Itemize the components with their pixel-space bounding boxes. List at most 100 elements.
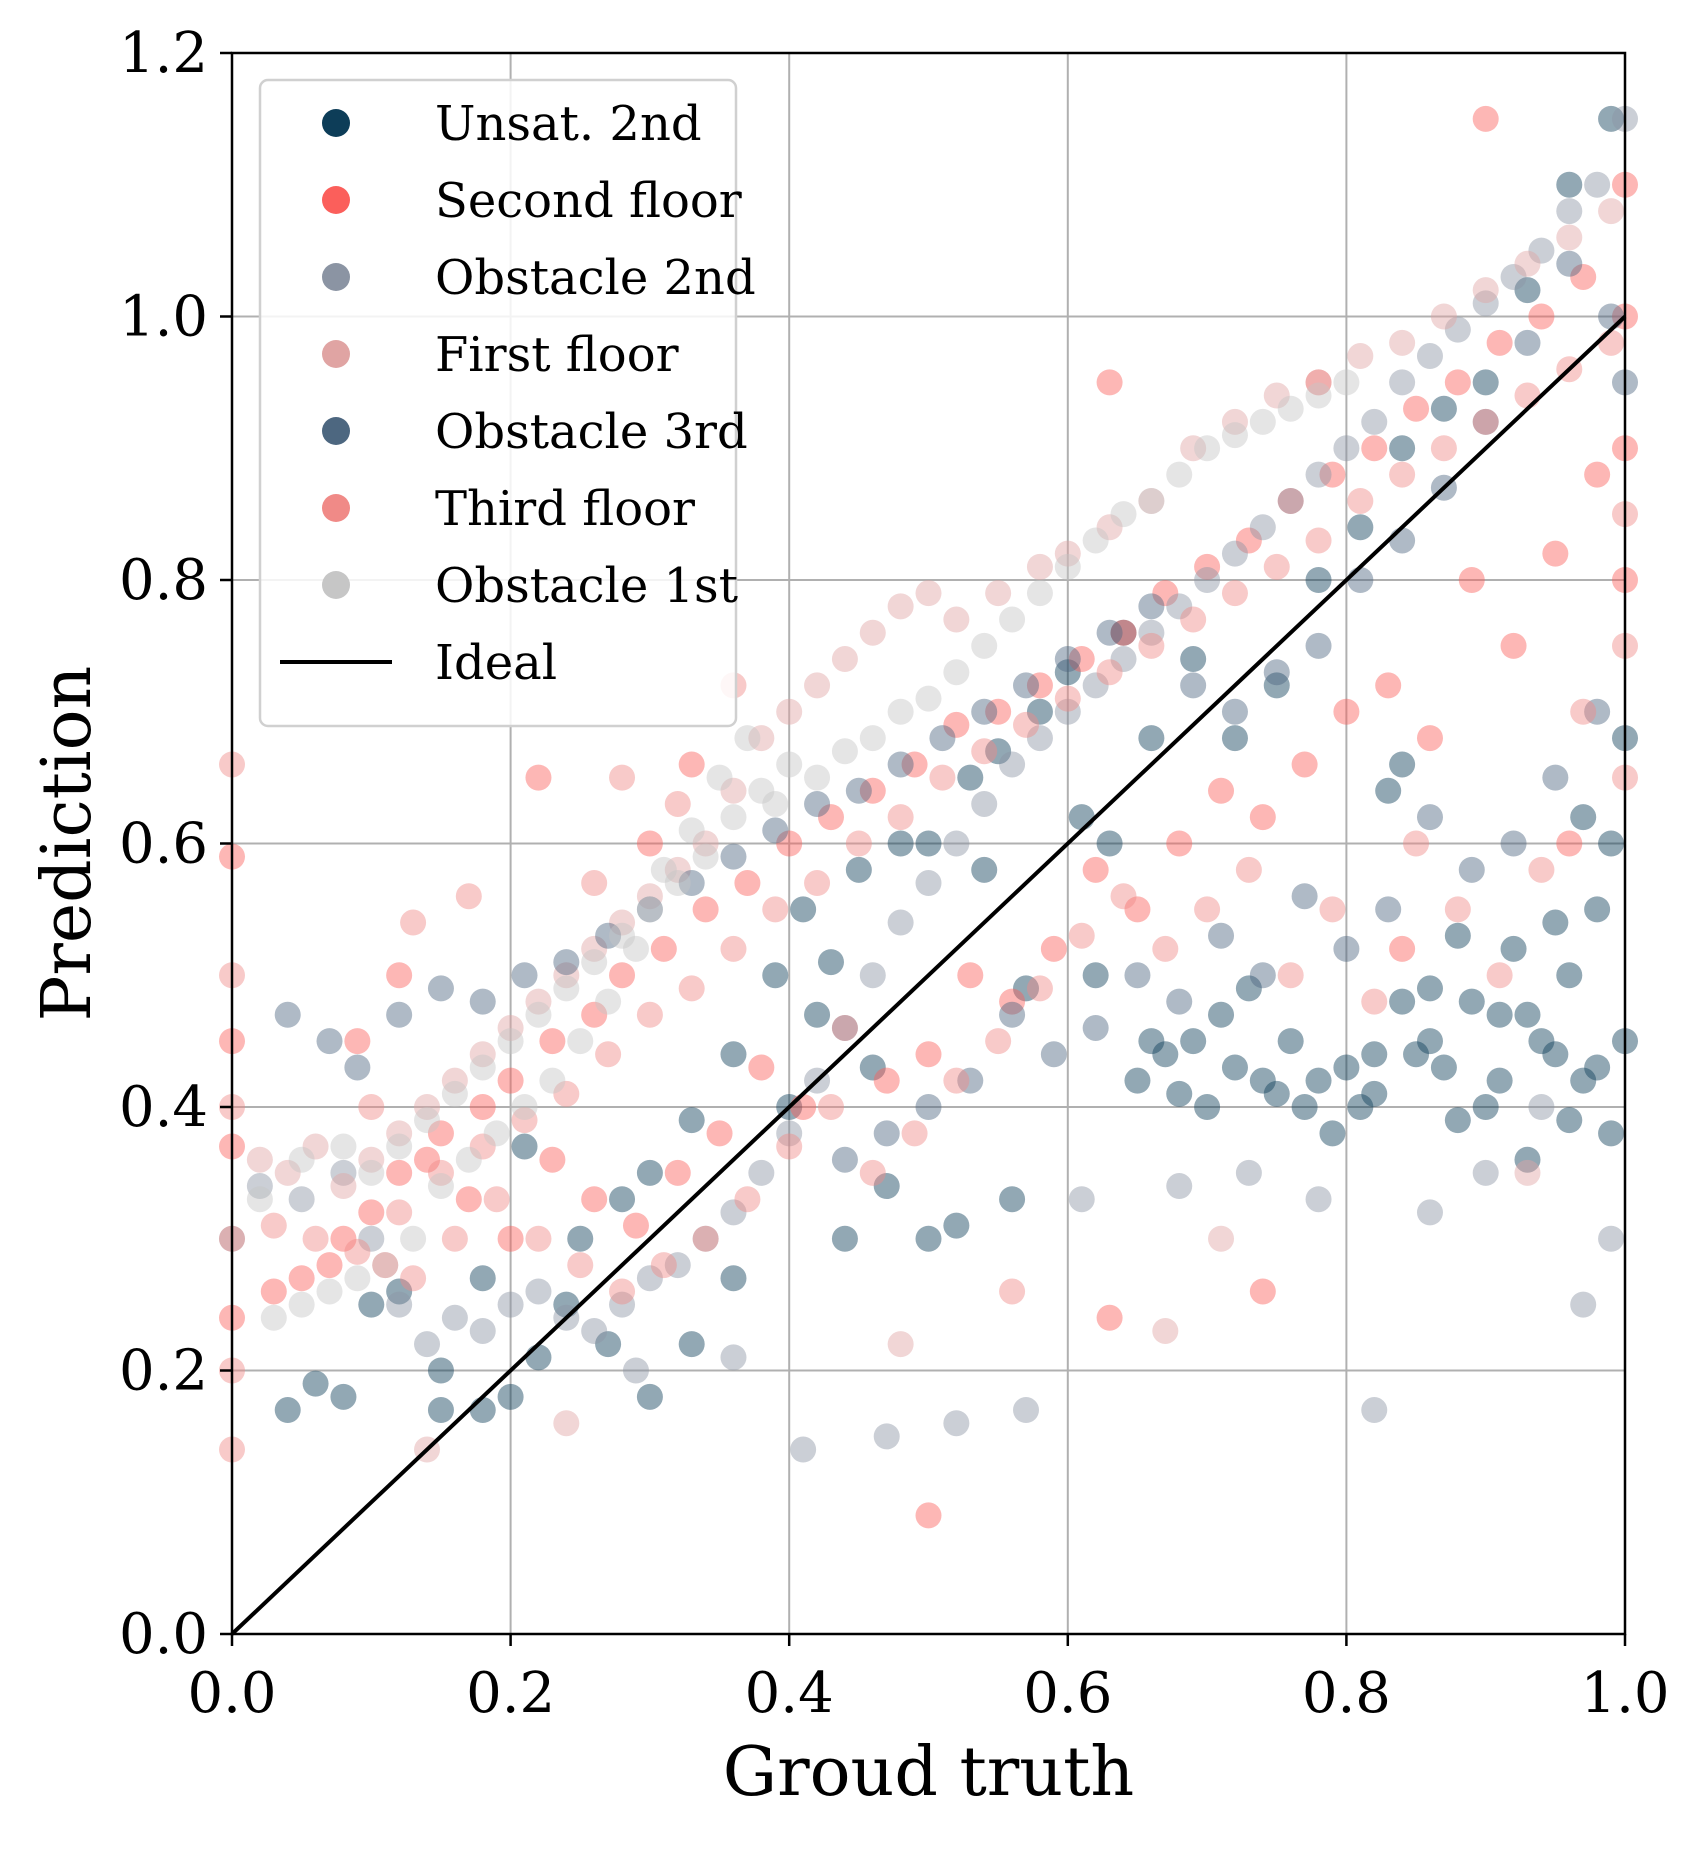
data-point bbox=[1444, 896, 1471, 923]
data-point bbox=[1444, 1107, 1471, 1134]
data-point bbox=[692, 1225, 719, 1252]
legend-label: Obstacle 2nd bbox=[435, 250, 756, 306]
data-point bbox=[720, 1041, 747, 1068]
data-point bbox=[1514, 1001, 1541, 1028]
legend-label: Obstacle 1st bbox=[435, 558, 738, 614]
data-point bbox=[1194, 896, 1221, 923]
data-point bbox=[246, 1186, 273, 1213]
data-point bbox=[1152, 580, 1179, 607]
data-point bbox=[831, 1146, 858, 1173]
data-point bbox=[511, 1107, 538, 1134]
data-point bbox=[873, 1173, 900, 1200]
data-point bbox=[1584, 698, 1611, 725]
legend-label: Obstacle 3rd bbox=[435, 404, 748, 460]
data-point bbox=[720, 777, 747, 804]
data-point bbox=[1040, 935, 1067, 962]
data-point bbox=[497, 1014, 524, 1041]
data-point bbox=[1500, 935, 1527, 962]
data-point bbox=[943, 1410, 970, 1437]
data-point bbox=[581, 870, 608, 897]
data-point bbox=[1026, 975, 1053, 1002]
legend-marker bbox=[322, 186, 350, 214]
data-point bbox=[469, 988, 496, 1015]
data-point bbox=[1026, 698, 1053, 725]
data-point bbox=[1194, 435, 1221, 462]
x-tick-label: 0.4 bbox=[745, 1661, 834, 1726]
data-point bbox=[497, 1067, 524, 1094]
data-point bbox=[859, 619, 886, 646]
data-point bbox=[971, 738, 998, 765]
data-point bbox=[1389, 527, 1416, 554]
y-tick-label: 0.0 bbox=[119, 1602, 208, 1667]
data-point bbox=[720, 843, 747, 870]
data-point bbox=[386, 1133, 413, 1160]
data-point bbox=[985, 738, 1012, 765]
data-point bbox=[567, 1225, 594, 1252]
data-point bbox=[386, 962, 413, 989]
data-point bbox=[525, 988, 552, 1015]
data-point bbox=[1361, 1397, 1388, 1424]
data-point bbox=[1375, 896, 1402, 923]
data-point bbox=[776, 1120, 803, 1147]
data-point bbox=[1138, 725, 1165, 752]
legend-marker bbox=[322, 417, 350, 445]
data-point bbox=[1486, 1067, 1513, 1094]
series-second-floor bbox=[219, 105, 1638, 1529]
data-point bbox=[1514, 329, 1541, 356]
data-point bbox=[1403, 395, 1430, 422]
data-point bbox=[1319, 896, 1346, 923]
data-point bbox=[1347, 487, 1374, 514]
data-point bbox=[1542, 764, 1569, 791]
data-point bbox=[999, 751, 1026, 778]
data-point bbox=[1444, 316, 1471, 343]
data-point bbox=[915, 830, 942, 857]
x-tick-label: 1.0 bbox=[1580, 1661, 1669, 1726]
data-point bbox=[1277, 487, 1304, 514]
data-point bbox=[1054, 659, 1081, 686]
data-point bbox=[1598, 830, 1625, 857]
legend-item: Obstacle 3rd bbox=[322, 404, 748, 460]
data-point bbox=[1361, 435, 1388, 462]
data-point bbox=[288, 1146, 315, 1173]
data-point bbox=[469, 1265, 496, 1292]
data-point bbox=[1347, 1094, 1374, 1120]
data-point bbox=[441, 1080, 468, 1107]
data-point bbox=[1570, 263, 1597, 290]
data-point bbox=[943, 1212, 970, 1239]
ideal-line bbox=[230, 315, 1627, 1636]
data-point bbox=[1180, 1028, 1207, 1055]
data-point bbox=[1458, 567, 1485, 593]
legend-label: Third floor bbox=[435, 481, 695, 537]
data-point bbox=[330, 1225, 357, 1252]
data-point bbox=[246, 1173, 273, 1200]
data-point bbox=[748, 725, 775, 752]
data-point bbox=[636, 1001, 663, 1028]
data-point bbox=[1472, 408, 1499, 435]
data-point bbox=[316, 1278, 343, 1305]
data-point bbox=[1598, 1120, 1625, 1147]
data-point bbox=[831, 1225, 858, 1252]
legend-marker bbox=[322, 109, 350, 137]
data-point bbox=[1138, 487, 1165, 514]
data-point bbox=[1249, 408, 1276, 435]
data-point bbox=[330, 1159, 357, 1186]
data-point bbox=[873, 1423, 900, 1450]
data-point bbox=[441, 1225, 468, 1252]
legend-marker bbox=[322, 571, 350, 599]
data-point bbox=[1082, 1014, 1109, 1041]
data-point bbox=[1416, 975, 1443, 1002]
data-point bbox=[1208, 777, 1235, 804]
data-point bbox=[581, 1001, 608, 1028]
data-point bbox=[1221, 580, 1248, 607]
data-point bbox=[260, 1278, 287, 1305]
data-point bbox=[1263, 553, 1290, 580]
data-point bbox=[260, 1304, 287, 1331]
data-point bbox=[748, 1054, 775, 1081]
data-point bbox=[1361, 1041, 1388, 1068]
data-point bbox=[1221, 1054, 1248, 1081]
data-point bbox=[1221, 698, 1248, 725]
data-point bbox=[1305, 461, 1332, 488]
data-point bbox=[859, 725, 886, 752]
data-point bbox=[400, 1265, 427, 1292]
data-point bbox=[595, 1331, 622, 1358]
